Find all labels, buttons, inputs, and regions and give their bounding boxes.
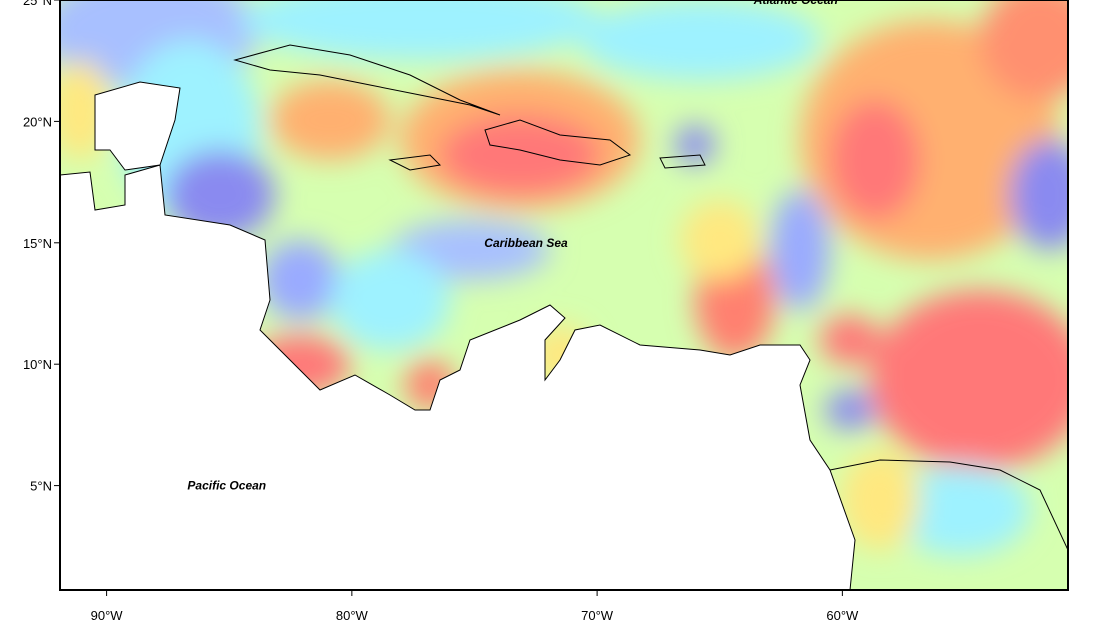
x-tick-label: 80°W (336, 608, 369, 623)
y-tick-label: 25°N (23, 0, 52, 8)
ocean-label: Atlantic Ocean (753, 0, 838, 7)
x-tick-label: 90°W (91, 608, 124, 623)
ocean-label: Pacific Ocean (187, 479, 266, 493)
y-tick-label: 5°N (30, 479, 52, 494)
y-tick-label: 10°N (23, 357, 52, 372)
yucatan (94, 81, 181, 171)
x-tick-label: 60°W (826, 608, 859, 623)
ocean-label: Caribbean Sea (484, 236, 568, 250)
y-tick-label: 15°N (23, 236, 52, 251)
field (60, 0, 1068, 590)
frame (59, 0, 1069, 591)
islands (233, 44, 1068, 551)
x-tick-label: 70°W (581, 608, 614, 623)
y-tick-label: 20°N (23, 114, 52, 129)
land (60, 164, 856, 590)
